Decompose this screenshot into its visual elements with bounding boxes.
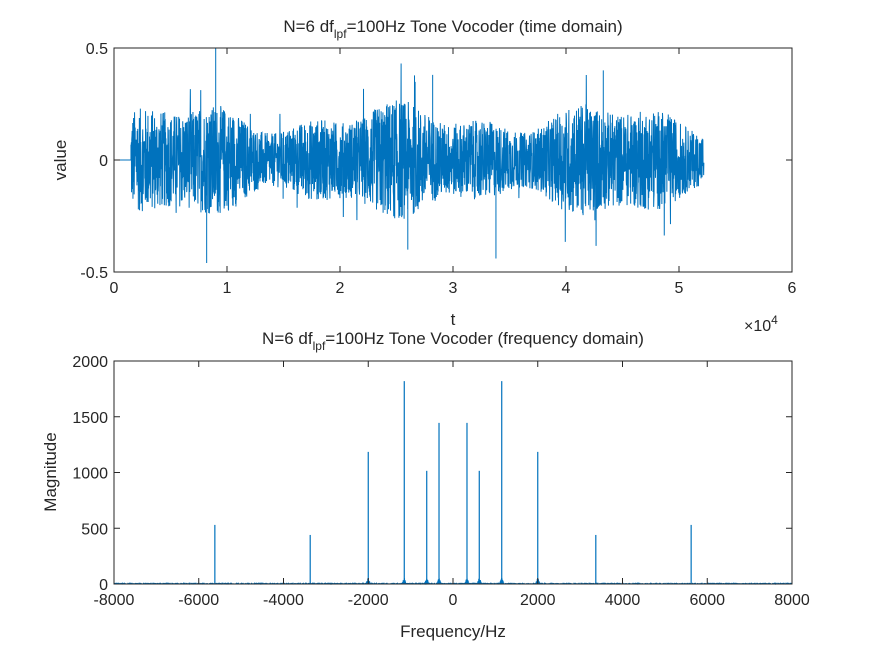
frequency-domain-x-ticks: -8000 -6000 -4000 -2000 0 2000 4000 6000 8000	[94, 361, 810, 609]
time-domain-x-tick-label: 4	[562, 280, 571, 297]
time-domain-x-tick-label: 2	[336, 280, 345, 297]
time-domain-x-tick-label: 0	[110, 280, 119, 297]
frequency-domain-title: N=6 dflpf=100Hz Tone Vocoder (frequency …	[262, 329, 644, 353]
frequency-domain-y-ticks: 0 500 1000 1500 2000	[72, 354, 792, 594]
time-domain-x-tick-label: 1	[223, 280, 232, 297]
time-domain-signal-line	[114, 48, 705, 264]
frequency-domain-y-tick-label: 1500	[72, 410, 108, 427]
time-domain-title-main: N=6 df	[283, 17, 334, 36]
frequency-domain-title-subscript: lpf	[313, 339, 326, 353]
frequency-domain-x-tick-label: -6000	[178, 592, 219, 609]
time-domain-x-exponent-power: 4	[771, 313, 778, 327]
time-domain-x-ticks: 0 1 2 3 4 5 6	[110, 48, 797, 297]
time-domain-y-ticks: -0.5 0 0.5	[80, 41, 792, 282]
frequency-domain-x-tick-label: 2000	[520, 592, 556, 609]
frequency-domain-x-tick-label: -4000	[263, 592, 304, 609]
time-domain-x-tick-label: 3	[449, 280, 458, 297]
time-domain-x-exponent: ×104	[744, 313, 778, 335]
frequency-domain-title-main: N=6 df	[262, 329, 313, 348]
frequency-domain-y-label: Magnitude	[41, 432, 60, 511]
frequency-domain-title-rest: =100Hz Tone Vocoder (frequency domain)	[325, 329, 644, 348]
frequency-domain-y-tick-label: 1000	[72, 466, 108, 483]
frequency-domain-x-tick-label: 6000	[689, 592, 725, 609]
frequency-domain-axes: -8000 -6000 -4000 -2000 0 2000 4000 6000 8000 0 5…	[41, 329, 810, 641]
frequency-domain-x-tick-label: 0	[449, 592, 458, 609]
frequency-domain-y-tick-label: 0	[99, 577, 108, 594]
frequency-domain-y-tick-label: 500	[81, 521, 108, 538]
time-domain-y-tick-label: -0.5	[80, 265, 108, 282]
time-domain-y-tick-label: 0	[99, 153, 108, 170]
frequency-domain-x-label: Frequency/Hz	[400, 622, 506, 641]
frequency-domain-x-tick-label: -8000	[94, 592, 135, 609]
time-domain-x-label: t	[451, 310, 456, 329]
frequency-domain-x-tick-label: -2000	[348, 592, 389, 609]
time-domain-x-exponent-base: ×10	[744, 318, 771, 335]
time-domain-title-subscript: lpf	[334, 27, 347, 41]
time-domain-y-label: value	[51, 140, 70, 181]
time-domain-x-tick-label: 6	[788, 280, 797, 297]
time-domain-x-tick-label: 5	[675, 280, 684, 297]
time-domain-title: N=6 dflpf=100Hz Tone Vocoder (time domai…	[283, 17, 622, 41]
frequency-domain-y-tick-label: 2000	[72, 354, 108, 371]
frequency-domain-x-tick-label: 4000	[605, 592, 641, 609]
frequency-domain-x-tick-label: 8000	[774, 592, 810, 609]
time-domain-title-rest: =100Hz Tone Vocoder (time domain)	[347, 17, 623, 36]
frequency-domain-plot-area	[114, 361, 792, 584]
time-domain-y-tick-label: 0.5	[86, 41, 108, 58]
